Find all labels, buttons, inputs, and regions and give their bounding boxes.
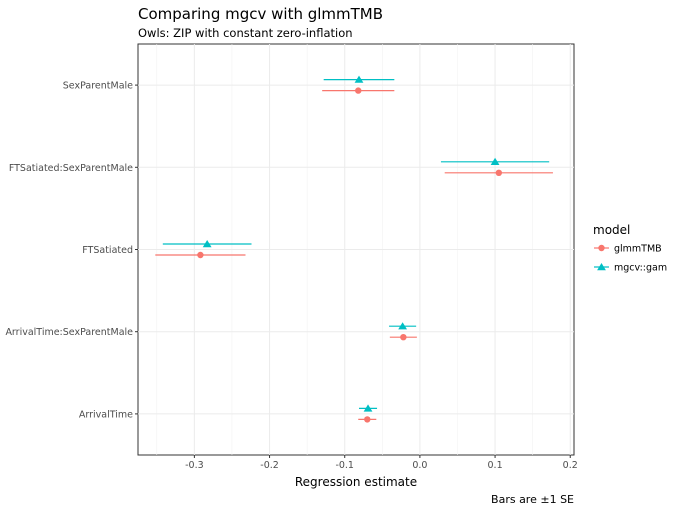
chart-caption: Bars are ±1 SE <box>491 493 574 506</box>
legend-label: mgcv::gam <box>614 263 667 274</box>
chart-subtitle: Owls: ZIP with constant zero-inflation <box>138 26 353 40</box>
x-tick-label: 0.2 <box>563 460 578 471</box>
legend-key-marker <box>597 263 606 271</box>
y-tick-label: ArrivalTime <box>79 409 133 420</box>
x-tick-label: -0.1 <box>335 460 354 471</box>
y-tick-label: ArrivalTime:SexParentMale <box>5 327 133 338</box>
x-tick-label: -0.3 <box>185 460 204 471</box>
x-axis: -0.3 -0.2 -0.1 0.0 0.1 0.2 <box>185 455 578 471</box>
legend-item: mgcv::gam <box>593 259 667 276</box>
y-tick-label: FTSatiated:SexParentMale <box>9 163 133 174</box>
grid-lines <box>138 44 574 455</box>
series-mgcv-gam <box>162 75 550 412</box>
legend-item: glmmTMB <box>593 240 662 257</box>
x-axis-title: Regression estimate <box>295 475 417 489</box>
y-axis: SexParentMale FTSatiated:SexParentMale FTS… <box>5 81 138 420</box>
y-tick-label: FTSatiated <box>82 245 133 256</box>
chart-title: Comparing mgcv with glmmTMB <box>138 5 383 23</box>
point-marker <box>400 334 407 341</box>
point-marker <box>355 87 362 94</box>
point-marker <box>202 240 212 248</box>
point-marker <box>197 251 204 259</box>
data-marks <box>155 75 553 423</box>
x-tick-label: 0.1 <box>488 460 503 471</box>
legend-label: glmmTMB <box>614 244 662 255</box>
point-marker <box>398 322 408 330</box>
legend-title: model <box>593 223 630 237</box>
point-marker <box>364 416 371 423</box>
y-tick-label: SexParentMale <box>63 81 133 92</box>
point-marker <box>363 404 373 412</box>
x-tick-label: 0.0 <box>412 460 427 471</box>
point-marker <box>490 157 500 165</box>
legend-key-marker <box>598 244 605 252</box>
point-marker <box>354 75 364 83</box>
x-tick-label: -0.2 <box>260 460 279 471</box>
series-glmmtmb <box>155 87 553 423</box>
point-marker <box>495 169 503 176</box>
